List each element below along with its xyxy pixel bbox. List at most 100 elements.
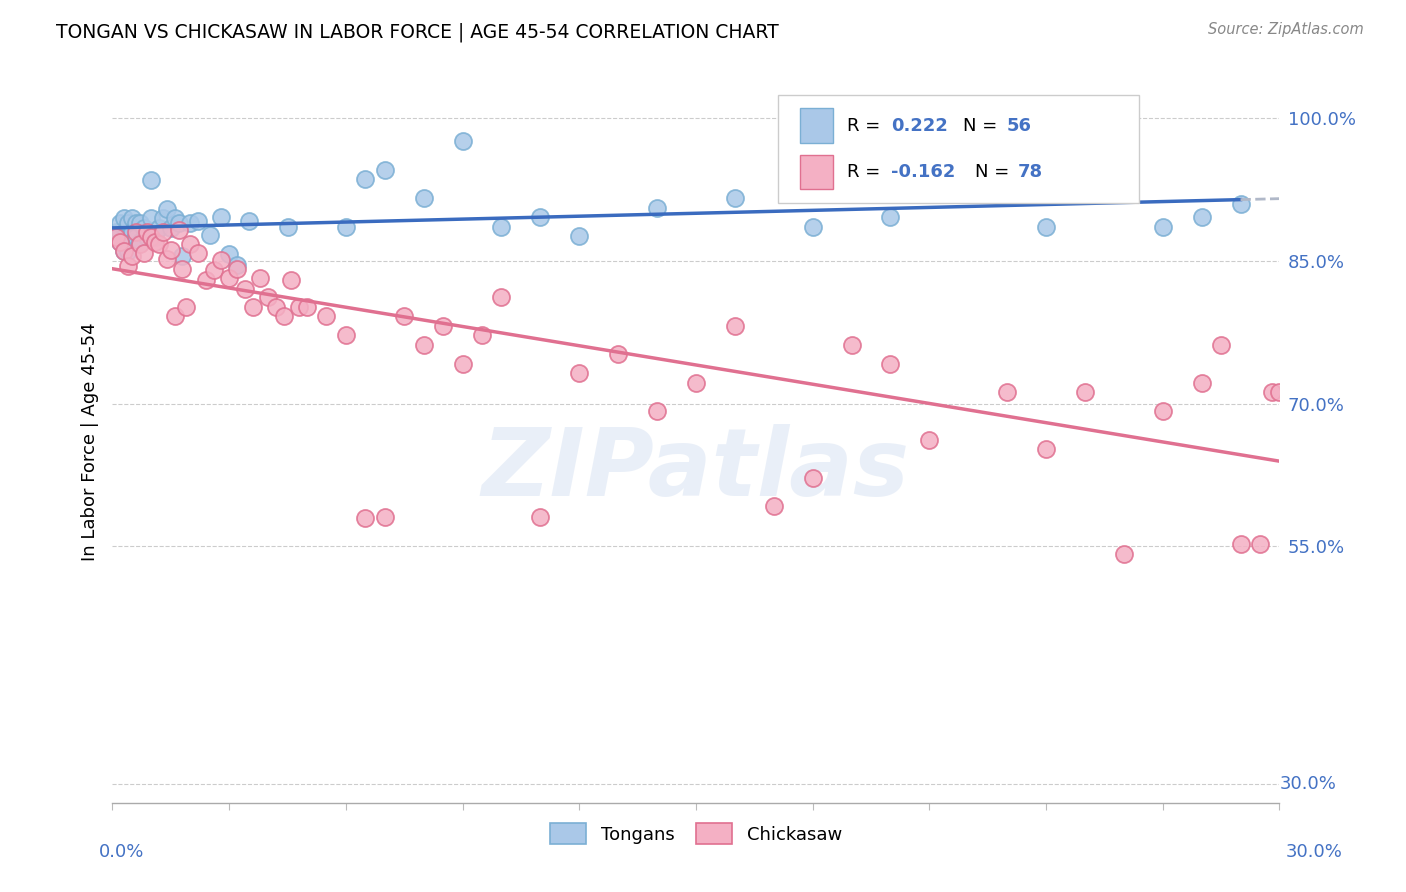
Point [724, 191, 747, 205]
Point [451, 357, 474, 371]
Point [295, 300, 318, 314]
Point [491, 219, 513, 234]
Point [471, 328, 494, 343]
Text: TONGAN VS CHICKASAW IN LABOR FORCE | AGE 45-54 CORRELATION CHART: TONGAN VS CHICKASAW IN LABOR FORCE | AGE… [56, 22, 779, 42]
Point [105, 226, 128, 240]
Point [451, 134, 474, 148]
Text: 56: 56 [1007, 117, 1032, 135]
Point [374, 162, 396, 177]
Point [110, 226, 132, 240]
Point [143, 235, 166, 249]
Point [167, 216, 190, 230]
Point [1074, 385, 1097, 400]
Point [136, 230, 159, 244]
Point [179, 216, 201, 230]
Point [354, 172, 377, 186]
Bar [800, 154, 832, 189]
Point [280, 273, 302, 287]
Text: 0.222: 0.222 [891, 117, 948, 135]
Point [110, 235, 132, 249]
Point [1112, 172, 1135, 186]
Point [879, 357, 901, 371]
Point [1209, 337, 1232, 351]
Point [918, 433, 941, 447]
Point [218, 271, 240, 285]
Point [117, 244, 139, 259]
Point [1268, 385, 1291, 400]
Point [125, 216, 148, 230]
Text: -0.162: -0.162 [891, 163, 955, 181]
Point [176, 300, 198, 314]
Point [995, 385, 1018, 400]
Point [136, 226, 159, 240]
Point [117, 230, 139, 244]
Point [121, 211, 143, 226]
Point [1152, 219, 1174, 234]
Point [315, 309, 337, 323]
Point [141, 230, 163, 244]
Point [125, 226, 148, 240]
Point [1152, 404, 1174, 418]
Text: 78: 78 [1018, 163, 1043, 181]
Point [264, 301, 287, 315]
Point [879, 210, 901, 224]
Point [156, 202, 179, 216]
Point [607, 347, 630, 361]
Legend: Tongans, Chickasaw: Tongans, Chickasaw [543, 816, 849, 852]
Point [645, 201, 668, 215]
Point [1191, 210, 1213, 224]
Point [110, 235, 132, 249]
Point [110, 216, 132, 230]
Point [242, 301, 264, 315]
Point [128, 216, 150, 230]
Point [1112, 547, 1135, 561]
Point [132, 220, 155, 235]
Point [105, 230, 128, 244]
Point [163, 211, 186, 226]
Text: 0.0%: 0.0% [98, 843, 143, 861]
Point [1260, 385, 1282, 400]
Point [143, 230, 166, 244]
Point [841, 337, 863, 351]
Text: 30.0%: 30.0% [1286, 843, 1343, 861]
Point [117, 216, 139, 230]
Point [160, 220, 183, 235]
Text: R =: R = [846, 163, 886, 181]
Point [1191, 376, 1213, 390]
Point [1229, 537, 1251, 551]
Point [226, 258, 249, 272]
Point [121, 235, 143, 249]
Text: Source: ZipAtlas.com: Source: ZipAtlas.com [1208, 22, 1364, 37]
Point [801, 219, 824, 234]
Point [276, 219, 298, 234]
Point [645, 404, 668, 418]
Point [148, 236, 170, 251]
Point [198, 228, 221, 243]
Text: ZIPatlas: ZIPatlas [482, 425, 910, 516]
Point [568, 229, 591, 244]
Point [1035, 442, 1057, 457]
Point [374, 509, 396, 524]
Point [432, 318, 454, 333]
Point [125, 230, 148, 244]
Point [288, 300, 311, 314]
Point [529, 210, 551, 224]
Point [1035, 219, 1057, 234]
Point [141, 211, 163, 226]
Text: N =: N = [974, 163, 1015, 181]
Point [112, 211, 135, 226]
Point [801, 471, 824, 485]
Point [685, 376, 707, 390]
Point [249, 271, 271, 285]
Point [957, 137, 980, 152]
Point [724, 318, 747, 333]
Point [112, 244, 135, 259]
Point [112, 244, 135, 259]
Point [194, 273, 217, 287]
Point [1249, 537, 1271, 551]
Point [160, 243, 183, 257]
Text: 30.0%: 30.0% [1279, 775, 1336, 793]
Point [491, 290, 513, 304]
Point [209, 252, 232, 267]
Text: R =: R = [846, 117, 886, 135]
